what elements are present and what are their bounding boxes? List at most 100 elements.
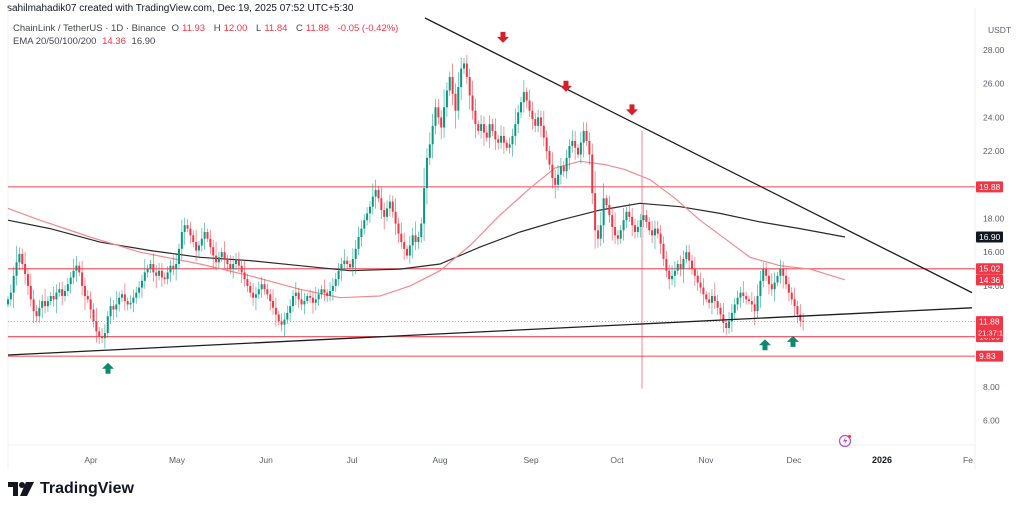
candle-body[interactable] — [72, 270, 75, 278]
candle-body[interactable] — [728, 321, 731, 329]
candle-body[interactable] — [249, 285, 252, 293]
candle-body[interactable] — [767, 275, 770, 285]
candle-body[interactable] — [203, 231, 206, 239]
candle-body[interactable] — [49, 296, 52, 302]
candle-body[interactable] — [428, 144, 431, 158]
candle-body[interactable] — [155, 272, 158, 276]
candle-body[interactable] — [391, 201, 394, 212]
candle-body[interactable] — [106, 316, 109, 334]
candle-body[interactable] — [656, 228, 659, 234]
candle-body[interactable] — [591, 154, 594, 194]
candle-body[interactable] — [779, 269, 782, 276]
candle-body[interactable] — [237, 258, 240, 266]
candle-body[interactable] — [357, 237, 360, 249]
candle-body[interactable] — [482, 124, 485, 133]
candle-body[interactable] — [440, 117, 443, 128]
candle-body[interactable] — [639, 220, 642, 227]
trendline-ascending-support[interactable] — [7, 307, 973, 356]
candle-body[interactable] — [537, 117, 540, 126]
candle-body[interactable] — [554, 178, 557, 185]
candle-body[interactable] — [616, 235, 619, 239]
candle-body[interactable] — [770, 284, 773, 290]
candle-body[interactable] — [502, 135, 505, 143]
candle-body[interactable] — [733, 304, 736, 313]
candle-body[interactable] — [306, 296, 309, 302]
candle-body[interactable] — [38, 307, 41, 317]
candle-body[interactable] — [634, 225, 636, 232]
candle-body[interactable] — [112, 306, 115, 310]
candle-body[interactable] — [354, 248, 357, 259]
candle-body[interactable] — [736, 297, 739, 305]
candle-body[interactable] — [579, 142, 582, 155]
candle-body[interactable] — [645, 215, 648, 222]
candle-body[interactable] — [471, 95, 474, 111]
candle-body[interactable] — [303, 301, 306, 305]
candle-body[interactable] — [785, 275, 788, 285]
candle-body[interactable] — [138, 287, 141, 293]
candle-body[interactable] — [514, 124, 517, 136]
candle-body[interactable] — [705, 294, 708, 300]
candle-body[interactable] — [468, 76, 471, 96]
candle-body[interactable] — [383, 210, 386, 217]
candle-body[interactable] — [374, 189, 377, 197]
candle-body[interactable] — [565, 157, 568, 172]
candle-body[interactable] — [309, 296, 312, 298]
candle-body[interactable] — [178, 248, 180, 264]
candle-body[interactable] — [235, 258, 237, 264]
candle-body[interactable] — [64, 290, 66, 297]
candle-body[interactable] — [126, 301, 129, 305]
candle-body[interactable] — [671, 275, 674, 280]
candle-body[interactable] — [608, 205, 611, 216]
candle-body[interactable] — [491, 124, 494, 131]
candle-body[interactable] — [121, 294, 123, 298]
candle-body[interactable] — [528, 100, 531, 111]
candle-body[interactable] — [257, 289, 260, 295]
candle-body[interactable] — [477, 124, 480, 131]
candle-body[interactable] — [21, 253, 24, 264]
candle-body[interactable] — [802, 320, 805, 322]
candle-body[interactable] — [696, 275, 699, 283]
candle-body[interactable] — [765, 269, 768, 276]
candle-body[interactable] — [326, 292, 329, 297]
candle-body[interactable] — [673, 270, 676, 276]
candle-body[interactable] — [169, 265, 172, 273]
candle-body[interactable] — [24, 263, 27, 275]
candle-body[interactable] — [323, 289, 326, 293]
candle-body[interactable] — [625, 211, 628, 221]
candle-body[interactable] — [434, 107, 437, 126]
candle-body[interactable] — [485, 132, 488, 138]
candle-body[interactable] — [78, 265, 81, 273]
candle-body[interactable] — [163, 277, 166, 280]
candle-body[interactable] — [793, 299, 796, 307]
candle-body[interactable] — [431, 125, 434, 145]
candle-body[interactable] — [796, 306, 799, 315]
candle-body[interactable] — [659, 233, 662, 244]
candle-body[interactable] — [158, 270, 161, 276]
candle-body[interactable] — [212, 247, 215, 256]
candle-body[interactable] — [742, 292, 745, 297]
candle-body[interactable] — [317, 294, 320, 300]
candle-body[interactable] — [662, 243, 665, 259]
candle-body[interactable] — [366, 213, 369, 221]
candle-body[interactable] — [551, 164, 554, 179]
candle-body[interactable] — [517, 112, 520, 125]
candle-body[interactable] — [548, 151, 551, 165]
candle-body[interactable] — [115, 304, 118, 310]
candle-body[interactable] — [129, 302, 132, 305]
candle-body[interactable] — [266, 289, 269, 295]
candle-body[interactable] — [283, 319, 286, 325]
candle-body[interactable] — [403, 242, 406, 249]
candle-body[interactable] — [240, 265, 243, 273]
candle-body[interactable] — [81, 272, 84, 286]
candle-body[interactable] — [776, 275, 779, 283]
candle-body[interactable] — [149, 263, 152, 270]
candle-body[interactable] — [329, 290, 332, 297]
candle-body[interactable] — [123, 294, 126, 302]
candle-body[interactable] — [292, 296, 294, 307]
candle-body[interactable] — [708, 299, 711, 303]
candle-body[interactable] — [739, 292, 742, 298]
candle-body[interactable] — [557, 174, 560, 185]
up-arrow-icon[interactable] — [102, 362, 114, 374]
candle-body[interactable] — [89, 299, 92, 310]
candle-body[interactable] — [223, 252, 226, 259]
